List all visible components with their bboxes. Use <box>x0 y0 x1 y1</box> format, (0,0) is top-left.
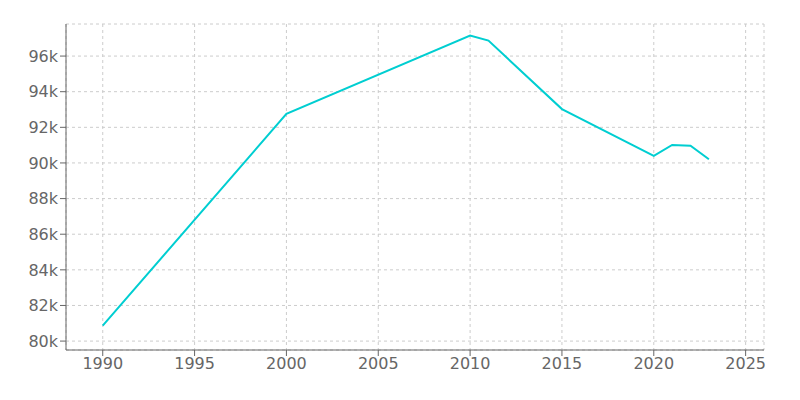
svg-text:2010: 2010 <box>450 354 491 373</box>
svg-text:1990: 1990 <box>82 354 123 373</box>
svg-text:2020: 2020 <box>633 354 674 373</box>
svg-text:94k: 94k <box>28 82 58 101</box>
svg-text:84k: 84k <box>28 261 58 280</box>
svg-text:2025: 2025 <box>725 354 766 373</box>
svg-text:92k: 92k <box>28 118 58 137</box>
svg-text:2015: 2015 <box>542 354 583 373</box>
svg-text:82k: 82k <box>28 296 58 315</box>
svg-text:88k: 88k <box>28 189 58 208</box>
svg-text:96k: 96k <box>28 47 58 66</box>
svg-text:2005: 2005 <box>358 354 399 373</box>
svg-text:90k: 90k <box>28 154 58 173</box>
svg-text:86k: 86k <box>28 225 58 244</box>
svg-text:1995: 1995 <box>174 354 215 373</box>
svg-text:2000: 2000 <box>266 354 307 373</box>
svg-text:80k: 80k <box>28 332 58 351</box>
